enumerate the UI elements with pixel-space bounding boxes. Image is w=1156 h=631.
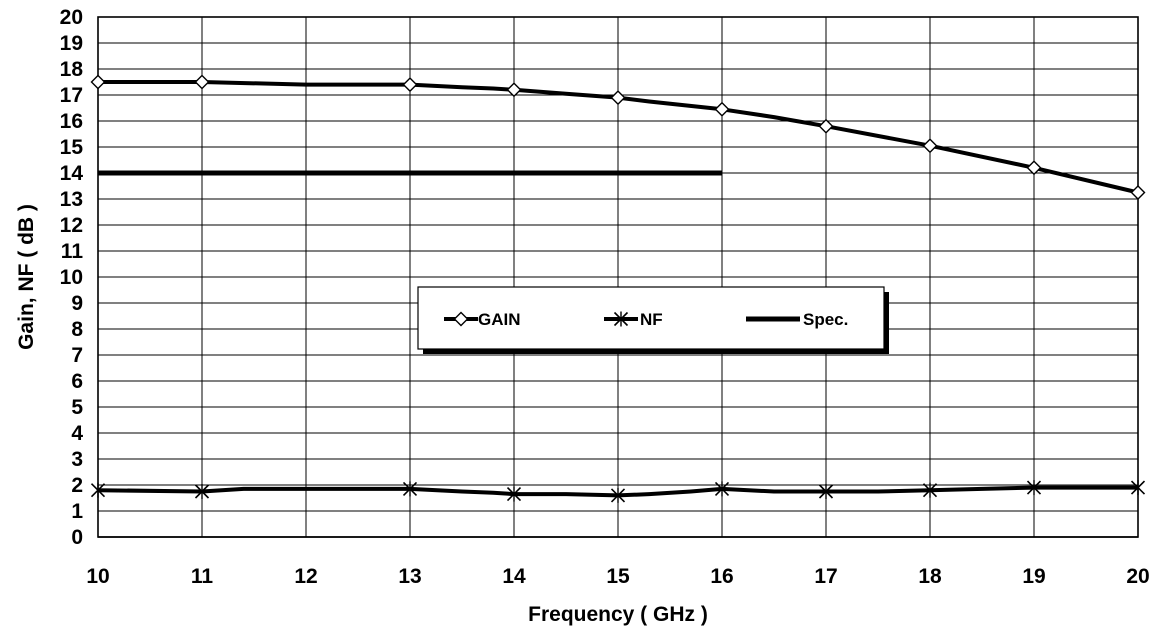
y-tick-label: 10 xyxy=(60,266,83,289)
series-layer xyxy=(90,74,1146,503)
y-tick-label: 12 xyxy=(60,214,83,237)
y-axis-label: Gain, NF ( dB ) xyxy=(15,204,38,350)
x-tick-label: 18 xyxy=(918,565,942,588)
legend-box xyxy=(417,286,885,350)
y-tick-label: 14 xyxy=(60,162,84,185)
x-tick-label: 12 xyxy=(294,565,317,588)
gain-marker-diamond xyxy=(506,82,522,98)
nf-series-line xyxy=(97,485,1138,498)
gain-marker-diamond xyxy=(714,101,730,117)
y-tick-label: 20 xyxy=(60,6,83,29)
nf-marker-asterisk xyxy=(1026,480,1042,496)
x-tick-label: 14 xyxy=(502,565,526,588)
nf-marker-asterisk xyxy=(1130,480,1146,496)
y-tick-label: 11 xyxy=(61,240,84,263)
y-tick-label: 18 xyxy=(60,58,84,81)
gain-marker-diamond xyxy=(402,77,418,93)
x-axis-label: Frequency ( GHz ) xyxy=(528,603,708,626)
nf-marker-asterisk xyxy=(613,311,629,327)
gain-marker-diamond xyxy=(1130,185,1146,200)
x-tick-label: 11 xyxy=(191,565,214,588)
nf-marker-asterisk xyxy=(922,482,938,498)
nf-marker-asterisk xyxy=(714,481,730,497)
gain-series-line xyxy=(98,80,1139,195)
y-tick-label: 9 xyxy=(71,292,83,315)
y-tick-label: 2 xyxy=(71,474,83,497)
gain-marker-diamond xyxy=(453,311,469,327)
nf-marker-asterisk xyxy=(506,486,522,502)
nf-marker-asterisk xyxy=(194,484,210,499)
y-tick-label: 0 xyxy=(71,526,83,549)
x-tick-label: 13 xyxy=(398,565,421,588)
gain-marker-diamond xyxy=(610,90,626,106)
y-tick-label: 7 xyxy=(71,344,83,367)
y-tick-label: 17 xyxy=(60,84,83,107)
y-tick-label: 8 xyxy=(71,318,83,341)
x-tick-label: 20 xyxy=(1126,565,1149,588)
plot-border xyxy=(97,16,1139,538)
y-tick-label: 13 xyxy=(60,188,83,211)
legend: GAIN NF Spec. xyxy=(417,286,889,354)
x-tick-label: 10 xyxy=(86,565,109,588)
nf-marker-asterisk xyxy=(402,481,418,497)
spec-legend-label: Spec. xyxy=(803,310,848,329)
gain-marker-diamond xyxy=(90,74,106,90)
y-tick-label: 4 xyxy=(71,422,83,445)
y-tick-label: 16 xyxy=(60,110,83,133)
nf-marker-asterisk xyxy=(90,482,106,498)
nf-marker-asterisk xyxy=(610,487,626,503)
gain-marker-diamond xyxy=(1026,160,1042,176)
x-tick-label: 16 xyxy=(710,565,733,588)
y-tick-label: 19 xyxy=(60,32,83,55)
y-tick-label: 6 xyxy=(71,370,83,393)
y-tick-label: 5 xyxy=(71,396,83,419)
nf-legend-label: NF xyxy=(640,310,663,329)
y-tick-label: 1 xyxy=(71,500,83,523)
y-tick-label: 3 xyxy=(71,448,83,471)
gain-marker-diamond xyxy=(922,138,938,154)
x-tick-label: 19 xyxy=(1022,565,1045,588)
nf-marker-asterisk xyxy=(818,484,834,499)
gain-marker-diamond xyxy=(194,74,210,90)
x-tick-label: 15 xyxy=(606,565,630,588)
gain-legend-label: GAIN xyxy=(478,310,521,329)
x-axis-ticks: 10 11 12 13 14 15 16 17 18 19 20 xyxy=(86,565,1149,588)
gain-marker-diamond xyxy=(818,118,834,134)
x-tick-label: 17 xyxy=(814,565,837,588)
y-tick-label: 15 xyxy=(60,136,84,159)
